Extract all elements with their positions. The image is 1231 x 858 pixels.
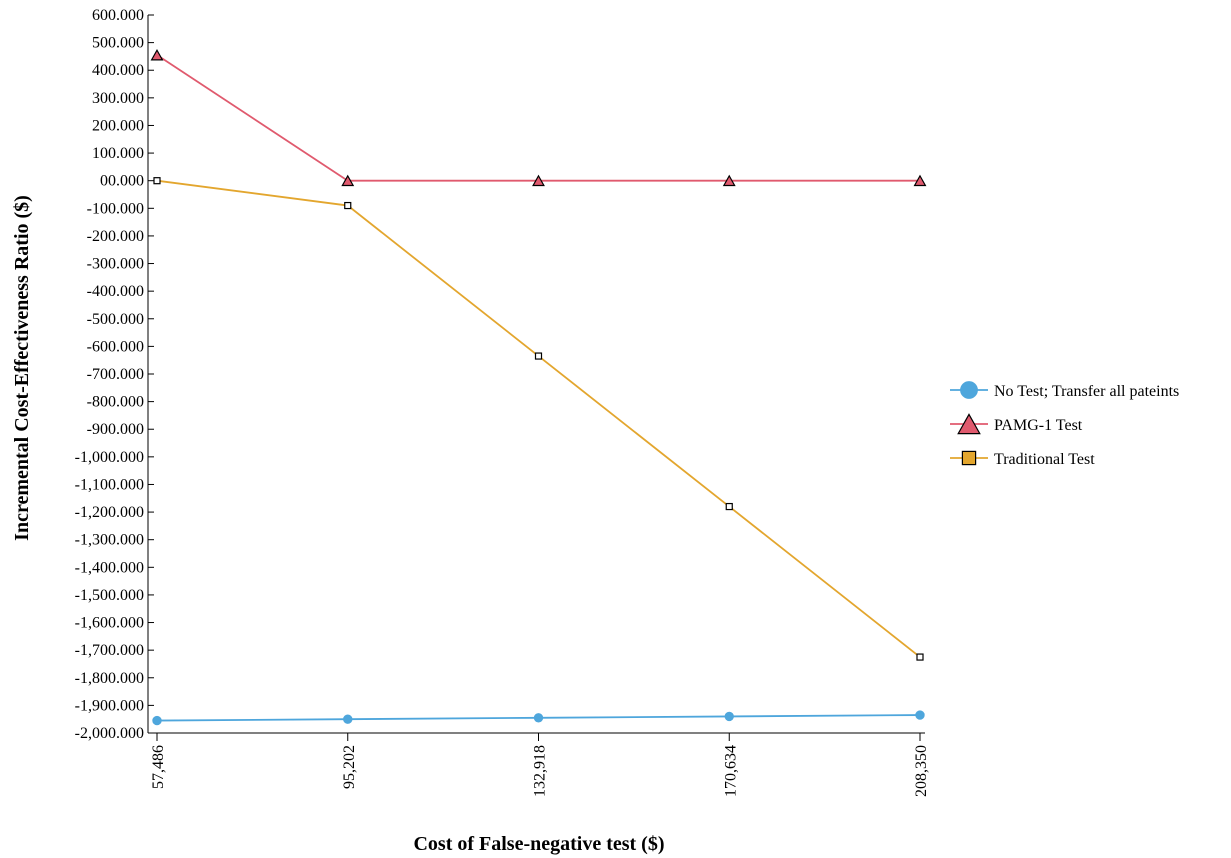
y-tick-label: -1,700.000: [75, 642, 144, 659]
legend-item: PAMG-1 Test: [950, 413, 1083, 435]
data-point: [913, 174, 927, 187]
y-tick-label: 400.000: [92, 62, 144, 79]
x-tick-label: 95,202: [341, 745, 358, 789]
series-circle: [152, 710, 925, 726]
data-point: [533, 713, 544, 723]
y-tick-label: 300.000: [92, 90, 144, 107]
data-point: [341, 174, 355, 187]
series-line: [156, 179, 921, 658]
x-tick-label: 132,918: [532, 745, 549, 797]
legend-label: No Test; Transfer all pateints: [994, 383, 1179, 400]
data-point: [152, 715, 162, 726]
data-point: [153, 177, 161, 185]
data-point: [724, 711, 734, 722]
y-tick-label: -1,600.000: [75, 615, 144, 632]
x-axis-title: Cost of False-negative test ($): [413, 833, 664, 855]
y-tick-label: -1,500.000: [75, 587, 144, 604]
y-tick-label: -300.000: [87, 256, 144, 273]
y-tick-label: 600.000: [92, 7, 144, 24]
y-tick-label: -500.000: [87, 311, 144, 328]
y-tick-label: 00.000: [100, 173, 144, 190]
y-tick-label: -900.000: [87, 421, 144, 438]
x-tick-label: 57,486: [150, 745, 167, 789]
data-point: [957, 413, 981, 435]
y-tick-label: -400.000: [87, 283, 144, 300]
data-point: [960, 381, 978, 399]
legend: No Test; Transfer all pateints PAMG-1 Tes…: [950, 381, 1179, 468]
legend-item: Traditional Test: [950, 450, 1095, 468]
data-point: [344, 201, 352, 210]
data-point: [534, 352, 543, 360]
x-axis: 57,486 95,202 132,918 170,634 208,350: [148, 732, 930, 797]
y-axis-title: Incremental Cost-Effectiveness Ratio ($): [11, 195, 33, 541]
y-tick-label: -600.000: [87, 338, 144, 355]
y-tick-label: -200.000: [87, 228, 144, 245]
y-tick-label: 500.000: [92, 35, 144, 52]
y-tick-label: 200.000: [92, 117, 144, 134]
x-tick-label: 170,634: [722, 745, 739, 797]
data-point: [961, 450, 977, 466]
data-point: [916, 653, 924, 661]
data-point: [343, 714, 353, 724]
series-line: [156, 54, 920, 182]
y-tick-label: -1,300.000: [75, 532, 144, 549]
y-tick-label: -1,200.000: [75, 504, 144, 521]
series-square: [153, 177, 924, 661]
data-point: [532, 174, 545, 187]
y-tick-label: -1,400.000: [75, 559, 144, 576]
data-point: [722, 174, 736, 187]
y-tick-label: -1,800.000: [75, 670, 144, 687]
data-point: [915, 710, 925, 720]
y-axis: 600.000 500.000 400.000 300.000 200.000 100.0…: [75, 7, 154, 742]
y-tick-label: 100.000: [92, 145, 144, 162]
x-tick-label: 208,350: [913, 745, 930, 797]
plot-series: [150, 49, 927, 726]
data-point: [150, 49, 164, 61]
data-point: [725, 502, 733, 511]
y-tick-label: -1,000.000: [75, 449, 144, 466]
y-tick-label: -1,100.000: [75, 476, 144, 493]
y-tick-label: -2,000.000: [75, 725, 144, 742]
legend-label: PAMG-1 Test: [994, 417, 1083, 434]
legend-item: No Test; Transfer all pateints: [950, 381, 1179, 400]
legend-label: Traditional Test: [994, 451, 1095, 468]
y-tick-label: -800.000: [87, 394, 144, 411]
y-tick-label: -700.000: [87, 366, 144, 383]
y-tick-label: -1,900.000: [75, 697, 144, 714]
series-triangle: [150, 49, 927, 187]
y-tick-label: -100.000: [87, 200, 144, 217]
